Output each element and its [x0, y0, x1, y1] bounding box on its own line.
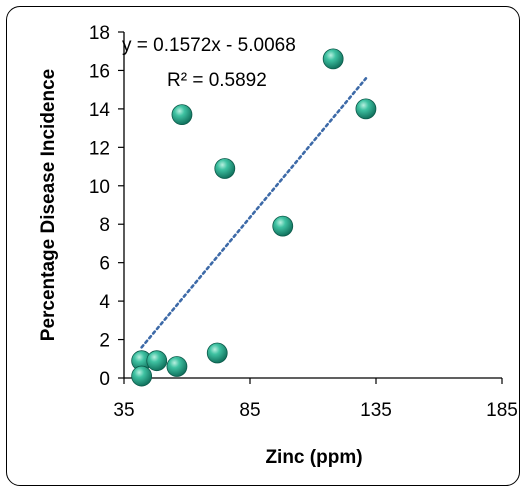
- x-tick-label: 85: [239, 400, 260, 421]
- y-tick-label: 16: [89, 61, 110, 82]
- data-point: [131, 365, 153, 387]
- x-tick-label: 185: [486, 400, 518, 421]
- data-point: [171, 104, 193, 126]
- y-tick-label: 18: [89, 23, 110, 44]
- x-axis-title: Zinc (ppm): [265, 447, 362, 468]
- data-point: [146, 350, 168, 372]
- data-point: [355, 98, 377, 120]
- y-tick-label: 14: [89, 100, 111, 121]
- y-tick-label: 12: [89, 138, 110, 159]
- chart-frame: [6, 6, 520, 486]
- y-tick-label: 0: [99, 369, 110, 390]
- trendline-equation: y = 0.1572x - 5.0068: [122, 35, 296, 56]
- y-tick-label: 4: [99, 292, 110, 313]
- y-tick-label: 8: [99, 215, 110, 236]
- data-point: [166, 356, 188, 377]
- y-tick-label: 2: [99, 331, 110, 352]
- data-point: [214, 158, 236, 179]
- y-axis-title: Percentage Disease Incidence: [38, 69, 59, 341]
- r-squared-label: R² = 0.5892: [167, 70, 267, 91]
- x-tick-label: 135: [360, 400, 392, 421]
- data-point: [206, 342, 228, 364]
- data-point: [322, 48, 344, 70]
- data-point: [272, 215, 294, 237]
- trendline: [140, 77, 368, 349]
- y-tick-label: 6: [99, 254, 110, 275]
- x-tick-label: 35: [113, 400, 134, 421]
- y-tick-label: 10: [89, 177, 110, 198]
